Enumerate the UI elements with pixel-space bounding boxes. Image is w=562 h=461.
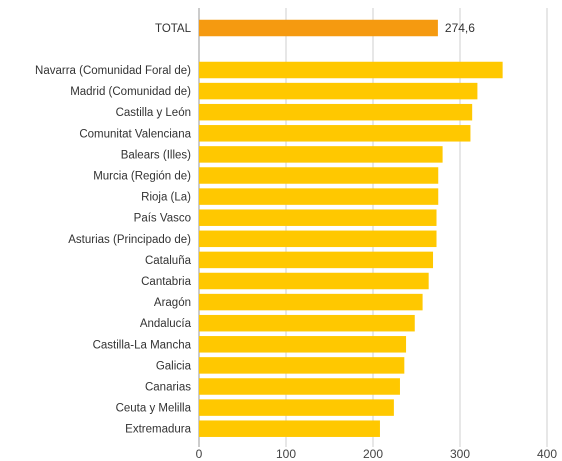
- category-label: Murcia (Región de): [93, 171, 191, 183]
- data-labels: 274,6: [445, 21, 475, 35]
- category-label: Cantabria: [141, 276, 191, 288]
- category-label: Cataluña: [145, 255, 192, 267]
- bar: [199, 336, 407, 353]
- category-label: Comunitat Valenciana: [79, 128, 191, 140]
- x-tick-label: 200: [363, 447, 383, 461]
- category-label: País Vasco: [134, 213, 191, 225]
- bar: [199, 399, 394, 416]
- bar: [199, 188, 439, 205]
- bar: [199, 251, 434, 269]
- bar-total: [199, 19, 438, 37]
- category-label: Aragón: [154, 297, 191, 309]
- bar: [199, 146, 443, 163]
- category-label: Canarias: [145, 382, 191, 394]
- category-label: Extremadura: [125, 424, 191, 436]
- category-label: Galicia: [156, 360, 192, 372]
- bar: [199, 167, 439, 184]
- gridlines: [198, 8, 548, 447]
- bar: [199, 420, 380, 437]
- x-tick-label: 400: [537, 447, 557, 461]
- bar: [199, 293, 423, 311]
- bar: [199, 314, 415, 332]
- bar: [199, 61, 503, 79]
- category-label: Andalucía: [140, 318, 192, 330]
- x-tick-label: 300: [450, 447, 470, 461]
- category-label: Castilla-La Mancha: [93, 339, 192, 351]
- category-label: Balears (Illes): [121, 149, 191, 161]
- category-labels: TOTAL Navarra (Comunidad Foral de) Madrid …: [35, 23, 192, 436]
- bar: [199, 125, 471, 142]
- x-tick-label: 100: [276, 447, 296, 461]
- bar: [199, 272, 429, 290]
- x-axis-tick-labels: 0 100 200 300 400: [196, 447, 558, 461]
- data-label-total: 274,6: [445, 21, 475, 35]
- bar: [199, 230, 437, 248]
- category-label: Madrid (Comunidad de): [70, 86, 191, 98]
- category-label: Ceuta y Melilla: [116, 403, 192, 415]
- bars: [199, 19, 503, 437]
- bar: [199, 103, 473, 121]
- category-label: Castilla y León: [116, 107, 191, 119]
- category-label: Asturias (Principado de): [68, 234, 191, 246]
- category-label-total: TOTAL: [155, 23, 192, 35]
- bar: [199, 82, 478, 100]
- bar: [199, 357, 405, 374]
- x-tick-label: 0: [196, 447, 203, 461]
- category-label: Rioja (La): [141, 192, 191, 204]
- bar: [199, 378, 400, 395]
- bar: [199, 209, 437, 226]
- category-label: Navarra (Comunidad Foral de): [35, 65, 191, 77]
